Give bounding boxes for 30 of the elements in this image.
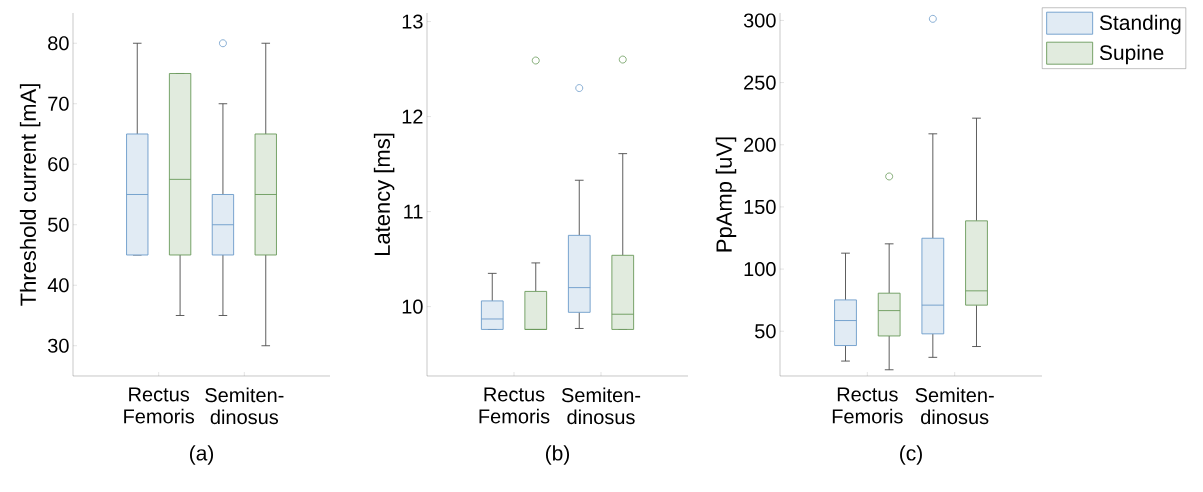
- x-tick-label: Semiten-dinosus: [915, 387, 994, 425]
- x-tick-label: Rectus Femoris: [479, 387, 550, 424]
- y-tick-label: 100: [744, 262, 776, 277]
- x-tick-label: Rectus Femoris: [124, 387, 195, 424]
- text: (b): [545, 445, 570, 465]
- y-tick-label: 13: [402, 14, 423, 29]
- x-tick-label: Semiten-dinosus: [561, 387, 641, 425]
- y-axis-title: Latency [ms]: [373, 133, 395, 256]
- y-tick-label: 300: [743, 13, 776, 28]
- y-tick-label: 12: [402, 109, 423, 124]
- y-tick-label: 30: [48, 338, 69, 353]
- y-tick-label: 200: [744, 137, 776, 152]
- y-axis-title: Threshold current [mA]: [19, 84, 41, 306]
- text: (c): [900, 445, 922, 465]
- legend-label: Supine: [1099, 44, 1164, 65]
- y-tick-label: 150: [744, 199, 776, 214]
- y-tick-label: 60: [48, 157, 69, 172]
- x-tick-label: Rectus Femoris: [832, 387, 903, 424]
- y-tick-label: 80: [48, 36, 69, 51]
- y-tick-label: 40: [47, 278, 69, 293]
- y-tick-label: 250: [744, 75, 776, 90]
- x-tick-label: Semiten-dinosus: [205, 387, 284, 425]
- text: (a): [189, 445, 214, 465]
- y-tick-label: 11: [404, 204, 423, 219]
- y-tick-label: 10: [402, 299, 423, 314]
- legend-label: Standing: [1099, 14, 1181, 35]
- y-tick-label: 50: [755, 324, 776, 339]
- y-axis-title: PpAmp [uV]: [715, 137, 737, 252]
- y-tick-label: 50: [48, 217, 69, 232]
- y-tick-label: 70: [48, 96, 69, 111]
